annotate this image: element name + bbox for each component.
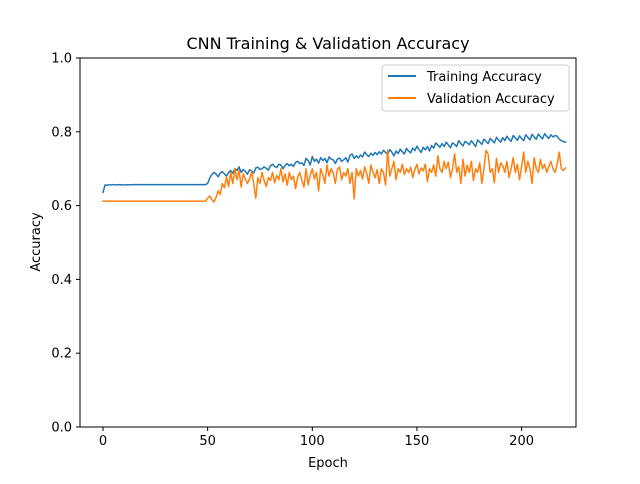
y-tick-label: 0.0 xyxy=(51,421,72,436)
y-axis-label: Accuracy xyxy=(29,212,44,272)
x-axis-ticks: 0 50 100 150 200 xyxy=(99,427,534,449)
series-lines xyxy=(102,132,567,203)
y-tick-label: 0.2 xyxy=(51,347,72,362)
x-tick-label: 50 xyxy=(199,434,216,449)
plot-area-frame xyxy=(79,57,577,428)
series-line-validation-accuracy xyxy=(102,149,567,203)
y-tick-label: 1.0 xyxy=(51,52,72,67)
x-tick-label: 0 xyxy=(99,434,107,449)
legend-box xyxy=(381,64,570,112)
legend: Training Accuracy Validation Accuracy xyxy=(381,64,570,112)
legend-label: Training Accuracy xyxy=(426,70,542,85)
x-tick-label: 200 xyxy=(509,434,534,449)
x-tick-label: 150 xyxy=(405,434,430,449)
x-tick-label: 100 xyxy=(300,434,325,449)
x-axis-label: Epoch xyxy=(308,456,348,471)
y-tick-label: 0.8 xyxy=(51,125,72,140)
y-axis-ticks: 0.0 0.2 0.4 0.6 0.8 1.0 xyxy=(51,52,80,436)
chart-title: CNN Training & Validation Accuracy xyxy=(186,34,469,53)
y-tick-label: 0.6 xyxy=(51,199,72,214)
series-line-training-accuracy xyxy=(102,132,567,194)
legend-label: Validation Accuracy xyxy=(427,92,555,107)
y-tick-label: 0.4 xyxy=(51,273,72,288)
